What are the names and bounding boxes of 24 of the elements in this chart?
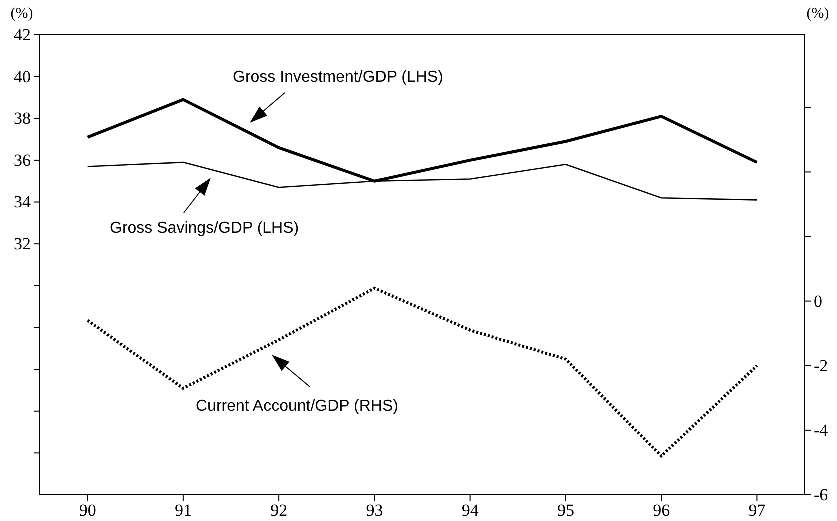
x-tick-label: 96 [653, 501, 670, 520]
annotation: Current Account/GDP (RHS) [196, 398, 398, 415]
y-tick-label: 40 [14, 67, 31, 86]
y2-tick-label: -4 [814, 420, 829, 440]
y-tick-label: 36 [14, 150, 31, 170]
y-axis-title: (%) [10, 6, 34, 22]
x-tick-label: 91 [174, 501, 192, 520]
x-tick-label: 97 [748, 501, 766, 520]
annotation: Gross Savings/GDP (LHS) [110, 220, 300, 237]
x-tick-label: 90 [79, 501, 96, 520]
y-tick-label: 38 [14, 109, 31, 128]
x-tick-label: 93 [366, 501, 384, 520]
y-tick-label: 32 [14, 234, 31, 254]
annotation: Gross Investment/GDP (LHS) [233, 69, 444, 86]
x-tick-label: 95 [557, 501, 574, 520]
y2-tick-label: 0 [814, 292, 822, 311]
y2-tick-label: -6 [814, 485, 828, 504]
line-series [86, 286, 759, 458]
y2-tick-label: -2 [814, 356, 828, 376]
x-tick-label: 92 [270, 501, 288, 520]
y-tick-label: 34 [14, 192, 32, 212]
y-tick-label: 42 [14, 25, 31, 44]
y2-axis-title: (%) [806, 6, 830, 22]
x-tick-label: 94 [462, 501, 480, 520]
